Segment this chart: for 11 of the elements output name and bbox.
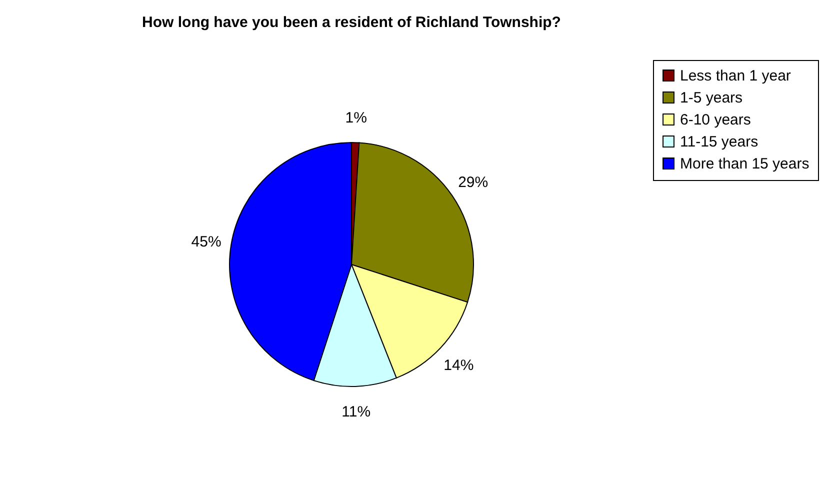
- data-label: 45%: [191, 234, 222, 251]
- legend-label: 1-5 years: [680, 90, 743, 106]
- legend-label: 6-10 years: [680, 112, 751, 128]
- legend-label: 11-15 years: [680, 134, 758, 150]
- data-label: 14%: [444, 357, 474, 374]
- legend-label: Less than 1 year: [680, 68, 791, 84]
- data-label: 29%: [458, 174, 488, 191]
- data-label: 11%: [342, 403, 371, 420]
- data-label: 1%: [345, 110, 367, 127]
- chart-title: How long have you been a resident of Richland Township?: [142, 14, 561, 31]
- legend-label: More than 15 years: [680, 156, 810, 172]
